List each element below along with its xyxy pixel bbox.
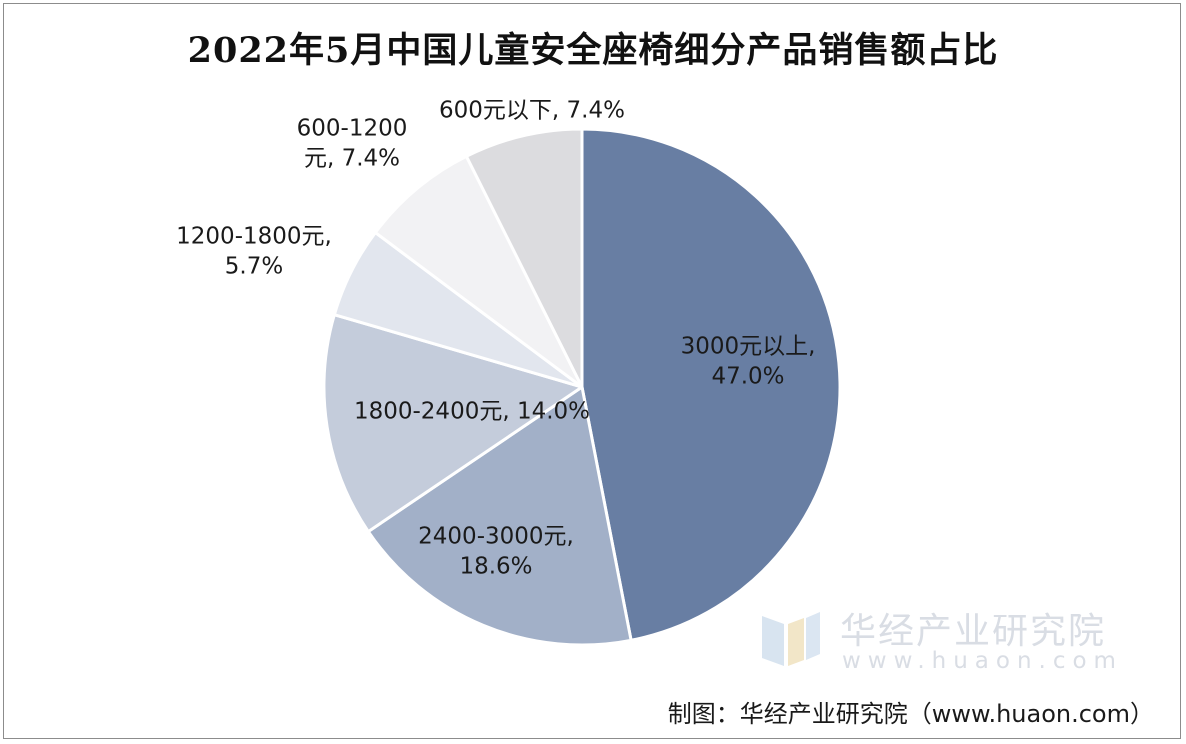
slice-label-1: 3000元以上, 47.0%	[681, 334, 816, 390]
watermark-name: 华经产业研究院	[840, 611, 1107, 652]
slice-label-line: 47.0%	[711, 364, 784, 390]
chart-title: 2022年5月中国儿童安全座椅细分产品销售额占比	[187, 30, 999, 71]
slice-label-2: 2400-3000元, 18.6%	[418, 524, 574, 580]
slice-label-line: 2400-3000元,	[418, 524, 574, 550]
pie-slice-2	[366, 385, 633, 647]
slice-label-line: 1200-1800元,	[176, 224, 332, 250]
slice-label-line: 3000元以上,	[681, 334, 816, 360]
slice-label-3: 1800-2400元, 14.0%	[354, 399, 590, 425]
slice-label-line: 5.7%	[225, 254, 283, 280]
source-note: 制图：华经产业研究院（www.huaon.com）	[667, 700, 1154, 728]
pie-slice-5	[373, 154, 584, 389]
huaon-logo-icon	[762, 612, 820, 666]
slice-label-line: 元, 7.4%	[304, 146, 400, 172]
slice-label-line: 1800-2400元, 14.0%	[354, 399, 590, 425]
slice-label-6: 600元以下, 7.4%	[439, 98, 625, 124]
watermark-url: www.huaon.com	[842, 648, 1123, 674]
pie-slice-1	[580, 127, 842, 642]
pie-slices	[322, 127, 842, 647]
pie-slice-6	[464, 127, 584, 389]
slice-label-line: 600-1200	[297, 116, 408, 142]
slice-label-5: 600-1200 元, 7.4%	[297, 116, 408, 172]
pie-labels: 3000元以上, 47.0% 2400-3000元, 18.6% 1800-2400元,…	[176, 98, 815, 580]
slice-label-line: 600元以下, 7.4%	[439, 98, 625, 124]
slice-label-4: 1200-1800元, 5.7%	[176, 224, 332, 280]
slice-label-line: 18.6%	[459, 554, 532, 580]
